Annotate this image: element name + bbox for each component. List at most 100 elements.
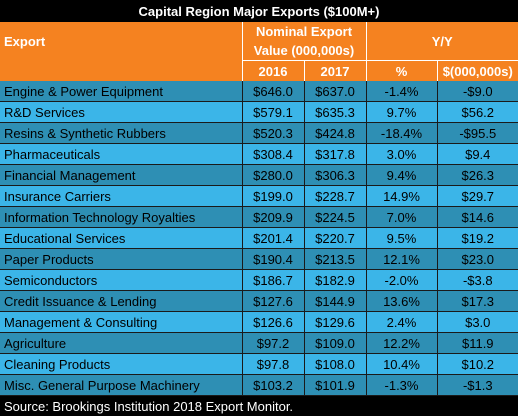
value-2017-cell: $101.9 — [304, 375, 366, 396]
value-2016-cell: $308.4 — [242, 144, 304, 165]
yy-dollar-cell: -$9.0 — [437, 81, 518, 102]
export-name-cell: Agriculture — [0, 333, 242, 354]
export-name-cell: Engine & Power Equipment — [0, 81, 242, 102]
yy-pct-cell: 12.1% — [366, 249, 437, 270]
export-name-cell: Information Technology Royalties — [0, 207, 242, 228]
export-name-cell: Management & Consulting — [0, 312, 242, 333]
value-2017-cell: $637.0 — [304, 81, 366, 102]
export-name-cell: Educational Services — [0, 228, 242, 249]
yy-dollar-cell: $9.4 — [437, 144, 518, 165]
yy-pct-cell: -1.3% — [366, 375, 437, 396]
value-2016-cell: $126.6 — [242, 312, 304, 333]
yy-dollar-cell: $14.6 — [437, 207, 518, 228]
yy-dollar-cell: $56.2 — [437, 102, 518, 123]
value-2016-cell: $199.0 — [242, 186, 304, 207]
value-2016-cell: $97.8 — [242, 354, 304, 375]
value-2017-cell: $306.3 — [304, 165, 366, 186]
export-name-cell: Pharmaceuticals — [0, 144, 242, 165]
value-2016-cell: $280.0 — [242, 165, 304, 186]
value-2016-cell: $190.4 — [242, 249, 304, 270]
yy-dollar-cell: $29.7 — [437, 186, 518, 207]
value-2017-cell: $129.6 — [304, 312, 366, 333]
yy-pct-cell: 3.0% — [366, 144, 437, 165]
value-2016-cell: $646.0 — [242, 81, 304, 102]
value-2016-cell: $209.9 — [242, 207, 304, 228]
export-name-cell: R&D Services — [0, 102, 242, 123]
value-2016-cell: $520.3 — [242, 123, 304, 144]
yy-dollar-cell: $17.3 — [437, 291, 518, 312]
col-pct-header: % — [366, 61, 437, 82]
yy-pct-cell: -18.4% — [366, 123, 437, 144]
yy-pct-cell: 9.4% — [366, 165, 437, 186]
yy-pct-cell: 7.0% — [366, 207, 437, 228]
col-dollar-header: $(000,000s) — [437, 61, 518, 82]
yy-dollar-cell: $23.0 — [437, 249, 518, 270]
yy-dollar-cell: -$1.3 — [437, 375, 518, 396]
exports-table-figure: Capital Region Major Exports ($100M+) Ex… — [0, 0, 518, 404]
source-note: Source: Brookings Institution 2018 Expor… — [0, 396, 518, 416]
yy-pct-cell: 10.4% — [366, 354, 437, 375]
yy-dollar-cell: -$3.8 — [437, 270, 518, 291]
yy-pct-cell: 12.2% — [366, 333, 437, 354]
export-name-cell: Misc. General Purpose Machinery — [0, 375, 242, 396]
export-name-cell: Resins & Synthetic Rubbers — [0, 123, 242, 144]
col-2016-header: 2016 — [242, 61, 304, 82]
value-2016-cell: $103.2 — [242, 375, 304, 396]
table-title: Capital Region Major Exports ($100M+) — [0, 0, 518, 22]
table-row: Engine & Power Equipment$646.0$637.0-1.4… — [0, 81, 518, 102]
value-2017-cell: $228.7 — [304, 186, 366, 207]
yy-dollar-cell: $19.2 — [437, 228, 518, 249]
yy-pct-cell: 2.4% — [366, 312, 437, 333]
export-name-cell: Credit Issuance & Lending — [0, 291, 242, 312]
value-2016-cell: $201.4 — [242, 228, 304, 249]
value-2017-cell: $213.5 — [304, 249, 366, 270]
value-2017-cell: $109.0 — [304, 333, 366, 354]
yy-pct-cell: 13.6% — [366, 291, 437, 312]
value-2017-cell: $424.8 — [304, 123, 366, 144]
yy-pct-cell: -1.4% — [366, 81, 437, 102]
export-name-cell: Paper Products — [0, 249, 242, 270]
value-2017-cell: $108.0 — [304, 354, 366, 375]
source-row: Source: Brookings Institution 2018 Expor… — [0, 396, 518, 416]
yy-dollar-cell: $10.2 — [437, 354, 518, 375]
table-row: Information Technology Royalties$209.9$2… — [0, 207, 518, 228]
header-row-3: 2016 2017 % $(000,000s) — [0, 61, 518, 82]
col-2017-header: 2017 — [304, 61, 366, 82]
value-2017-cell: $635.3 — [304, 102, 366, 123]
export-header-spacer — [0, 61, 242, 82]
value-2017-cell: $182.9 — [304, 270, 366, 291]
yy-dollar-cell: -$95.5 — [437, 123, 518, 144]
yy-group-header: Y/Y — [366, 22, 518, 61]
table-row: Resins & Synthetic Rubbers$520.3$424.8-1… — [0, 123, 518, 144]
export-name-cell: Insurance Carriers — [0, 186, 242, 207]
value-2017-cell: $220.7 — [304, 228, 366, 249]
value-2017-cell: $224.5 — [304, 207, 366, 228]
title-row: Capital Region Major Exports ($100M+) — [0, 0, 518, 22]
nominal-value-group-header: Nominal Export Value (000,000s) — [242, 22, 366, 61]
yy-pct-cell: 9.5% — [366, 228, 437, 249]
yy-dollar-cell: $11.9 — [437, 333, 518, 354]
export-name-cell: Financial Management — [0, 165, 242, 186]
value-2016-cell: $97.2 — [242, 333, 304, 354]
value-2017-cell: $317.8 — [304, 144, 366, 165]
value-2016-cell: $579.1 — [242, 102, 304, 123]
export-name-cell: Cleaning Products — [0, 354, 242, 375]
yy-pct-cell: -2.0% — [366, 270, 437, 291]
yy-pct-cell: 14.9% — [366, 186, 437, 207]
table-row: Semiconductors$186.7$182.9-2.0%-$3.8 — [0, 270, 518, 291]
export-name-cell: Semiconductors — [0, 270, 242, 291]
yy-dollar-cell: $3.0 — [437, 312, 518, 333]
value-2016-cell: $127.6 — [242, 291, 304, 312]
table-row: Misc. General Purpose Machinery$103.2$10… — [0, 375, 518, 396]
